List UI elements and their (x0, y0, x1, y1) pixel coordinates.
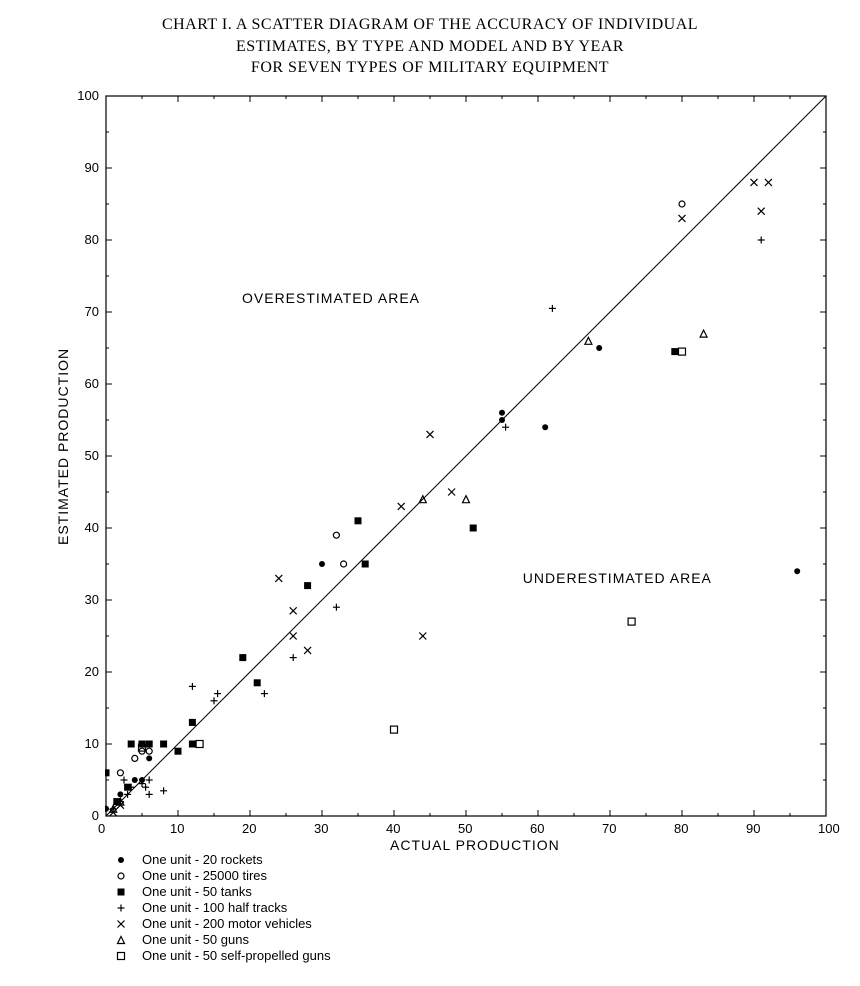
x-axis-label: ACTUAL PRODUCTION (390, 837, 560, 853)
legend-label: One unit - 50 tanks (142, 884, 252, 900)
x-tick-label: 60 (530, 821, 544, 836)
y-tick-label: 10 (71, 736, 99, 751)
guns-marker-icon (110, 933, 132, 947)
legend: One unit - 20 rocketsOne unit - 25000 ti… (110, 852, 331, 964)
legend-item-halftracks: One unit - 100 half tracks (110, 900, 331, 916)
legend-item-spguns: One unit - 50 self-propelled guns (110, 948, 331, 964)
y-tick-label: 20 (71, 664, 99, 679)
y-axis-label: ESTIMATED PRODUCTION (55, 348, 71, 545)
x-tick-label: 10 (170, 821, 184, 836)
x-tick-label: 20 (242, 821, 256, 836)
chart-page: CHART I. A SCATTER DIAGRAM OF THE ACCURA… (0, 0, 860, 986)
y-tick-label: 50 (71, 448, 99, 463)
x-tick-label: 80 (674, 821, 688, 836)
x-tick-label: 30 (314, 821, 328, 836)
overestimated-annotation: OVERESTIMATED AREA (242, 290, 420, 306)
y-tick-label: 60 (71, 376, 99, 391)
title-line-3: FOR SEVEN TYPES OF MILITARY EQUIPMENT (251, 59, 609, 76)
legend-label: One unit - 100 half tracks (142, 900, 287, 916)
chart-title: CHART I. A SCATTER DIAGRAM OF THE ACCURA… (0, 14, 860, 79)
legend-label: One unit - 200 motor vehicles (142, 916, 312, 932)
x-tick-label: 90 (746, 821, 760, 836)
legend-item-rockets: One unit - 20 rockets (110, 852, 331, 868)
y-tick-label: 30 (71, 592, 99, 607)
legend-item-motorvehicles: One unit - 200 motor vehicles (110, 916, 331, 932)
x-tick-label: 50 (458, 821, 472, 836)
halftracks-marker-icon (110, 901, 132, 915)
scatter-plot (105, 95, 827, 817)
title-line-1: CHART I. A SCATTER DIAGRAM OF THE ACCURA… (162, 16, 698, 33)
legend-item-tanks: One unit - 50 tanks (110, 884, 331, 900)
y-tick-label: 100 (71, 88, 99, 103)
y-tick-label: 70 (71, 304, 99, 319)
x-tick-label: 100 (818, 821, 840, 836)
tanks-marker-icon (110, 885, 132, 899)
rockets-marker-icon (110, 853, 132, 867)
motorvehicles-marker-icon (110, 917, 132, 931)
x-tick-label: 0 (98, 821, 105, 836)
y-tick-label: 0 (71, 808, 99, 823)
x-tick-label: 40 (386, 821, 400, 836)
underestimated-annotation: UNDERESTIMATED AREA (523, 570, 712, 586)
legend-item-tires: One unit - 25000 tires (110, 868, 331, 884)
title-line-2: ESTIMATES, BY TYPE AND MODEL AND BY YEAR (236, 38, 624, 55)
y-tick-label: 40 (71, 520, 99, 535)
legend-label: One unit - 50 self-propelled guns (142, 948, 331, 964)
y-tick-label: 80 (71, 232, 99, 247)
spguns-marker-icon (110, 949, 132, 963)
legend-label: One unit - 50 guns (142, 932, 249, 948)
tires-marker-icon (110, 869, 132, 883)
legend-item-guns: One unit - 50 guns (110, 932, 331, 948)
legend-label: One unit - 20 rockets (142, 852, 263, 868)
y-tick-label: 90 (71, 160, 99, 175)
legend-label: One unit - 25000 tires (142, 868, 267, 884)
x-tick-label: 70 (602, 821, 616, 836)
